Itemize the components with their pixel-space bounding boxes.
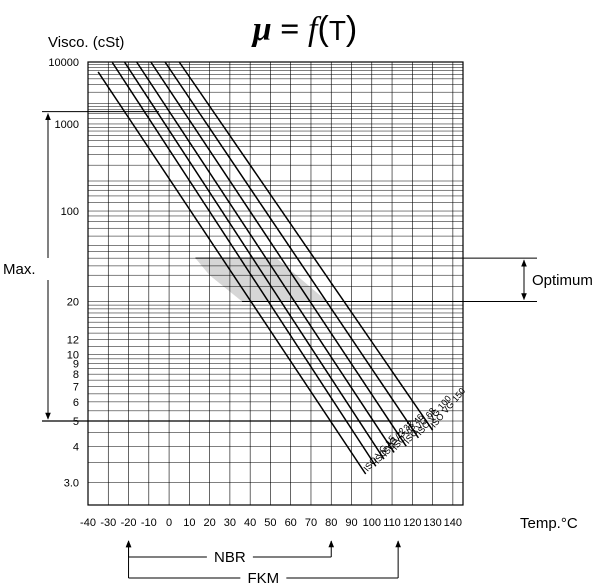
y-tick-label: 6 [73, 397, 79, 409]
x-tick-label: -20 [121, 517, 137, 529]
fkm-label: FKM [248, 570, 280, 584]
optimum-region [195, 258, 328, 302]
chart-title: μ = f(T) [251, 10, 358, 48]
x-tick-label: 70 [305, 517, 317, 529]
x-tick-label: 50 [264, 517, 276, 529]
x-tick-label: 40 [244, 517, 256, 529]
y-tick-label: 20 [67, 297, 79, 309]
series-line [150, 61, 407, 447]
series-line [111, 62, 377, 467]
y-tick-label: 10 [67, 349, 79, 361]
x-tick-label: 120 [403, 517, 421, 529]
plot-frame [87, 61, 464, 506]
y-tick-label: 3.0 [64, 478, 79, 490]
y-axis-label: Visco. (cSt) [48, 34, 124, 51]
y-tick-label: 8 [73, 369, 79, 381]
x-tick-label: 60 [285, 517, 297, 529]
optimum-label: Optimum [532, 272, 593, 289]
x-tick-label: -10 [141, 517, 157, 529]
y-tick-label: 4 [73, 441, 79, 453]
x-tick-labels: -40 -30 -20 -10 0 10 20 30 40 50 60 70 80 90 100 110 120… [80, 517, 462, 529]
series-line [97, 71, 367, 475]
x-tick-label: 80 [325, 517, 337, 529]
x-tick-label: 140 [444, 517, 462, 529]
y-tick-label: 100 [61, 206, 79, 218]
series-line [164, 61, 420, 439]
x-tick-label: 30 [224, 517, 236, 529]
x-axis-label: Temp.°C [520, 515, 578, 532]
x-tick-label: -30 [100, 517, 116, 529]
plot-border [87, 61, 464, 506]
y-tick-label: 9 [73, 359, 79, 371]
x-tick-label: -40 [80, 517, 96, 529]
y-tick-label: 7 [73, 382, 79, 394]
nbr-label: NBR [214, 549, 246, 566]
optimum-region-layer [195, 258, 328, 302]
x-tick-label: 0 [166, 517, 172, 529]
max-label: Max. [3, 261, 36, 278]
x-tick-label: 110 [383, 517, 401, 529]
series-line [123, 61, 385, 460]
series-line [178, 61, 434, 431]
y-tick-label: 12 [67, 334, 79, 346]
x-tick-label: 20 [203, 517, 215, 529]
x-tick-label: 10 [183, 517, 195, 529]
series-lines [97, 61, 434, 475]
y-tick-label: 1000 [55, 119, 79, 131]
x-tick-label: 90 [345, 517, 357, 529]
y-tick-label: 5 [73, 416, 79, 428]
x-tick-label: 100 [363, 517, 381, 529]
x-tick-label: 130 [423, 517, 441, 529]
series-line [136, 61, 395, 453]
y-tick-label: 10000 [48, 57, 79, 69]
